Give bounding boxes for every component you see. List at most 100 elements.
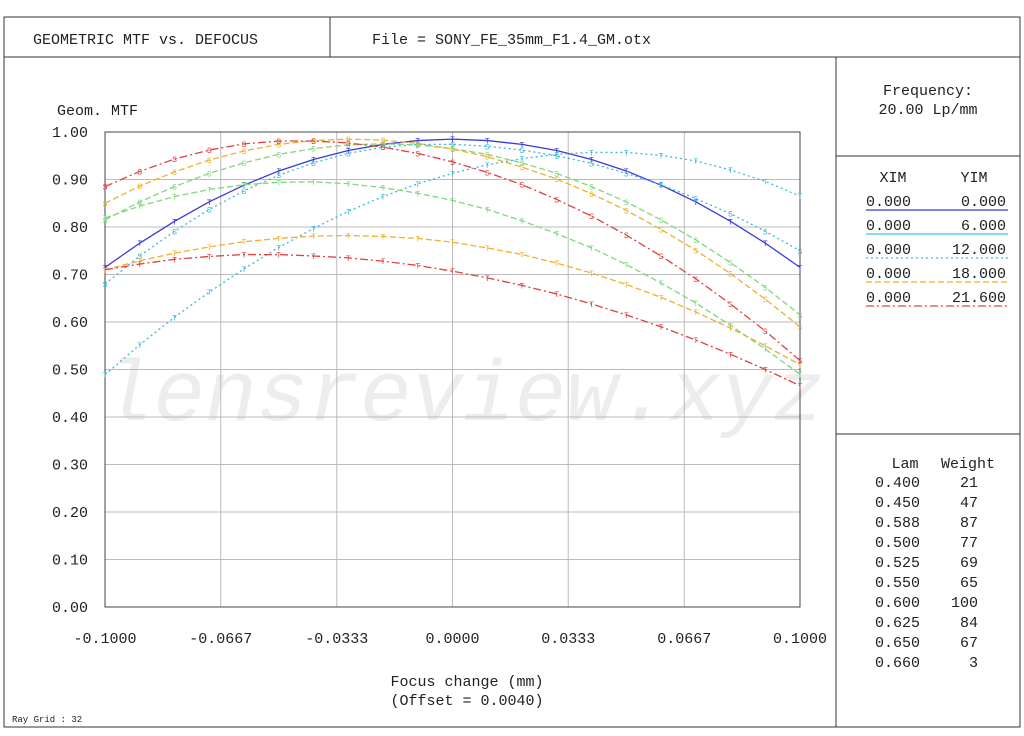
- curve-marker: T: [554, 291, 559, 300]
- curve-marker: T: [450, 239, 455, 248]
- curve-marker: S: [798, 324, 803, 333]
- field-header: YIM: [960, 170, 987, 187]
- y-tick-label: 0.90: [52, 173, 88, 190]
- curve-marker: T: [415, 235, 420, 244]
- mtf-curve: [104, 140, 801, 361]
- curve-marker: T: [589, 301, 594, 310]
- curve-marker: T: [763, 346, 768, 355]
- curve-marker: T: [242, 182, 247, 191]
- y-tick-label: 0.50: [52, 363, 88, 380]
- curve-marker: T: [276, 244, 281, 253]
- curve-marker: T: [103, 264, 108, 273]
- curve-marker: S: [554, 196, 559, 205]
- curve-marker: S: [381, 137, 386, 146]
- curve-marker: S: [659, 226, 664, 235]
- curve-marker: T: [207, 253, 212, 262]
- curve-marker: S: [485, 154, 490, 163]
- curve-marker: T: [346, 255, 351, 264]
- curve-marker: S: [103, 281, 108, 290]
- curve-marker: S: [137, 253, 142, 262]
- curve-marker: T: [172, 194, 177, 203]
- curve-marker: T: [728, 218, 733, 227]
- curve-marker: S: [624, 207, 629, 216]
- field-xim: 0.000: [866, 194, 911, 211]
- wave-weight: 65: [960, 575, 978, 592]
- curve-marker: S: [137, 183, 142, 192]
- curve-marker: S: [554, 170, 559, 179]
- field-xim: 0.000: [866, 266, 911, 283]
- field-xim: 0.000: [866, 242, 911, 259]
- curve-marker: S: [485, 151, 490, 160]
- curve-marker: T: [624, 149, 629, 158]
- mtf-curve: [104, 138, 801, 268]
- curve-marker: S: [589, 184, 594, 193]
- mtf-curve: [104, 143, 801, 316]
- curve-marker: S: [450, 159, 455, 168]
- field-yim: 0.000: [961, 194, 1006, 211]
- curve-marker: T: [381, 194, 386, 203]
- curve-marker: T: [798, 371, 803, 380]
- wave-weight: 77: [960, 535, 978, 552]
- curve-marker: T: [207, 289, 212, 298]
- curve-marker: T: [589, 149, 594, 158]
- wave-weight: 3: [969, 655, 978, 672]
- curve-marker: S: [207, 157, 212, 166]
- x-tick-label: -0.0667: [189, 631, 252, 648]
- curve-marker: T: [693, 199, 698, 208]
- curve-marker: S: [659, 217, 664, 226]
- curve-marker: S: [693, 196, 698, 205]
- curve-marker: T: [659, 152, 664, 161]
- curve-marker: T: [381, 141, 386, 150]
- curve-marker: S: [693, 247, 698, 256]
- y-tick-label: 0.70: [52, 268, 88, 285]
- wave-lambda: 0.550: [875, 575, 920, 592]
- curve-marker: S: [103, 200, 108, 209]
- curve-marker: T: [520, 156, 525, 165]
- curve-marker: T: [276, 168, 281, 177]
- curve-marker: S: [450, 146, 455, 155]
- wave-lambda: 0.588: [875, 515, 920, 532]
- y-tick-label: 1.00: [52, 125, 88, 142]
- curve-marker: T: [728, 351, 733, 360]
- curve-marker: T: [728, 325, 733, 334]
- field-yim: 12.000: [952, 242, 1006, 259]
- curve-marker: S: [172, 156, 177, 165]
- curve-marker: S: [103, 217, 108, 226]
- curve-marker: T: [659, 324, 664, 333]
- curve-marker: T: [798, 383, 803, 392]
- y-tick-label: 0.40: [52, 410, 88, 427]
- wave-weight: 67: [960, 635, 978, 652]
- curve-marker: T: [207, 186, 212, 195]
- y-tick-label: 0.30: [52, 458, 88, 475]
- field-header: XIM: [879, 170, 906, 187]
- curve-marker: S: [520, 182, 525, 191]
- curve-marker: S: [346, 136, 351, 145]
- curve-marker: T: [520, 282, 525, 291]
- curve-marker: T: [485, 245, 490, 254]
- curve-marker: T: [172, 256, 177, 265]
- curve-marker: S: [172, 169, 177, 178]
- wave-lambda: 0.500: [875, 535, 920, 552]
- curve-marker: S: [346, 140, 351, 149]
- curve-marker: S: [485, 143, 490, 152]
- curve-marker: S: [311, 138, 316, 147]
- curve-marker: T: [589, 157, 594, 166]
- curve-marker: T: [276, 179, 281, 188]
- curve-marker: T: [137, 258, 142, 267]
- curve-marker: T: [103, 267, 108, 276]
- curve-marker: S: [798, 312, 803, 321]
- curve-marker: S: [207, 206, 212, 215]
- curve-marker: S: [589, 191, 594, 200]
- mtf-curve: [104, 181, 801, 375]
- curve-marker: T: [450, 170, 455, 179]
- curve-marker: T: [103, 372, 108, 381]
- curve-marker: S: [728, 211, 733, 220]
- curve-marker: T: [137, 261, 142, 270]
- curve-marker: T: [346, 181, 351, 190]
- curve-marker: S: [763, 284, 768, 293]
- curve-marker: T: [346, 148, 351, 157]
- curve-marker: S: [589, 160, 594, 169]
- x-tick-label: 0.0333: [541, 631, 595, 648]
- x-axis-sublabel: (Offset = 0.0040): [390, 693, 543, 710]
- curve-marker: T: [172, 314, 177, 323]
